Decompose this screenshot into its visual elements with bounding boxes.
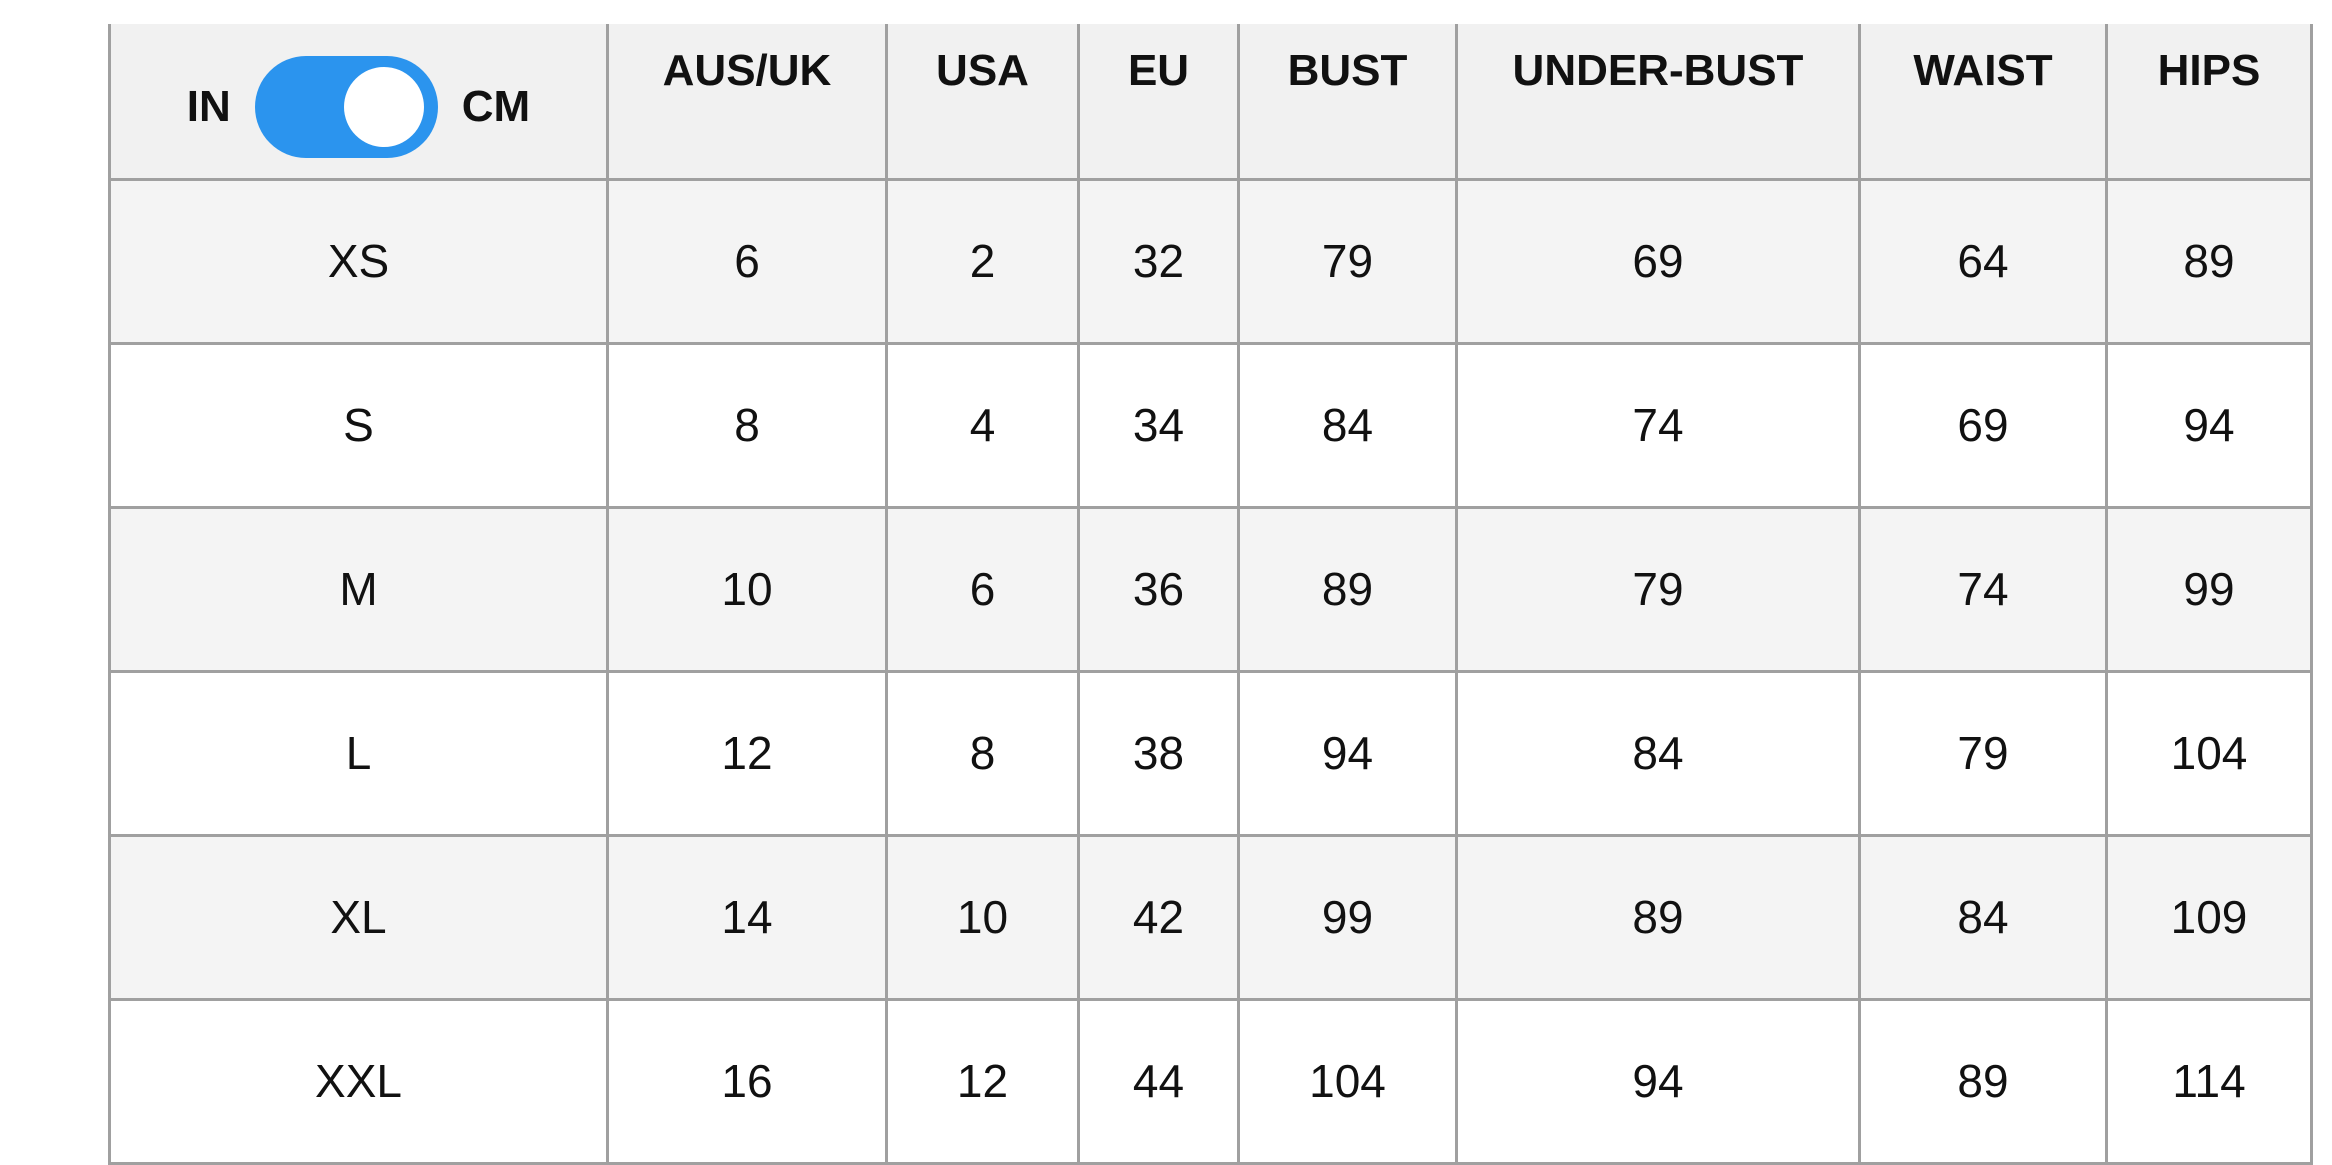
size-label-cell: XL xyxy=(108,833,609,1001)
size-label-cell: XS xyxy=(108,177,609,345)
table-cell: 99 xyxy=(2105,505,2313,673)
size-label-cell: S xyxy=(108,341,609,509)
table-cell: 99 xyxy=(1237,833,1458,1001)
table-row: M 10 6 36 89 79 74 99 xyxy=(108,505,2313,673)
table-cell: 109 xyxy=(2105,833,2313,1001)
table-cell: 74 xyxy=(1858,505,2108,673)
table-cell: 4 xyxy=(885,341,1080,509)
header-row: IN CM AUS/UK USA EU BUST UNDER-BUST WAIS… xyxy=(108,24,2313,181)
table-row: XL 14 10 42 99 89 84 109 xyxy=(108,833,2313,1001)
table-cell: 104 xyxy=(2105,669,2313,837)
table-cell: 32 xyxy=(1077,177,1240,345)
table-cell: 69 xyxy=(1455,177,1861,345)
table-cell: 94 xyxy=(2105,341,2313,509)
column-header: HIPS xyxy=(2105,24,2313,181)
table-cell: 69 xyxy=(1858,341,2108,509)
table-cell: 89 xyxy=(2105,177,2313,345)
table-cell: 16 xyxy=(606,997,888,1165)
table-cell: 84 xyxy=(1858,833,2108,1001)
table-cell: 94 xyxy=(1237,669,1458,837)
table-cell: 89 xyxy=(1858,997,2108,1165)
table-cell: 10 xyxy=(606,505,888,673)
table-row: XS 6 2 32 79 69 64 89 xyxy=(108,177,2313,345)
table-cell: 6 xyxy=(606,177,888,345)
table-cell: 94 xyxy=(1455,997,1861,1165)
column-header: WAIST xyxy=(1858,24,2108,181)
table-cell: 12 xyxy=(885,997,1080,1165)
table-row: L 12 8 38 94 84 79 104 xyxy=(108,669,2313,837)
column-header: EU xyxy=(1077,24,1240,181)
column-header: BUST xyxy=(1237,24,1458,181)
column-header: UNDER-BUST xyxy=(1455,24,1861,181)
toggle-knob xyxy=(343,67,424,147)
table-cell: 8 xyxy=(885,669,1080,837)
table-row: S 8 4 34 84 74 69 94 xyxy=(108,341,2313,509)
size-label-cell: L xyxy=(108,669,609,837)
table-cell: 84 xyxy=(1237,341,1458,509)
unit-toggle-cell: IN CM xyxy=(108,24,609,181)
table-cell: 79 xyxy=(1858,669,2108,837)
size-chart-table: IN CM AUS/UK USA EU BUST UNDER-BUST WAIS… xyxy=(108,24,2313,1165)
size-label-cell: M xyxy=(108,505,609,673)
table-cell: 44 xyxy=(1077,997,1240,1165)
table-cell: 104 xyxy=(1237,997,1458,1165)
column-header: AUS/UK xyxy=(606,24,888,181)
table-cell: 89 xyxy=(1237,505,1458,673)
size-label-cell: XXL xyxy=(108,997,609,1165)
unit-toggle-switch[interactable] xyxy=(254,56,438,158)
table-cell: 6 xyxy=(885,505,1080,673)
table-cell: 2 xyxy=(885,177,1080,345)
table-cell: 10 xyxy=(885,833,1080,1001)
table-cell: 38 xyxy=(1077,669,1240,837)
table-cell: 14 xyxy=(606,833,888,1001)
table-cell: 84 xyxy=(1455,669,1861,837)
column-header: USA xyxy=(885,24,1080,181)
table-row: XXL 16 12 44 104 94 89 114 xyxy=(108,997,2313,1165)
table-cell: 79 xyxy=(1237,177,1458,345)
table-cell: 74 xyxy=(1455,341,1861,509)
table-cell: 64 xyxy=(1858,177,2108,345)
unit-label-cm[interactable]: CM xyxy=(461,82,531,131)
table-cell: 34 xyxy=(1077,341,1240,509)
table-cell: 8 xyxy=(606,341,888,509)
table-cell: 79 xyxy=(1455,505,1861,673)
table-cell: 114 xyxy=(2105,997,2313,1165)
table-cell: 42 xyxy=(1077,833,1240,1001)
table-cell: 12 xyxy=(606,669,888,837)
unit-label-in[interactable]: IN xyxy=(186,82,231,131)
table-cell: 89 xyxy=(1455,833,1861,1001)
table-cell: 36 xyxy=(1077,505,1240,673)
